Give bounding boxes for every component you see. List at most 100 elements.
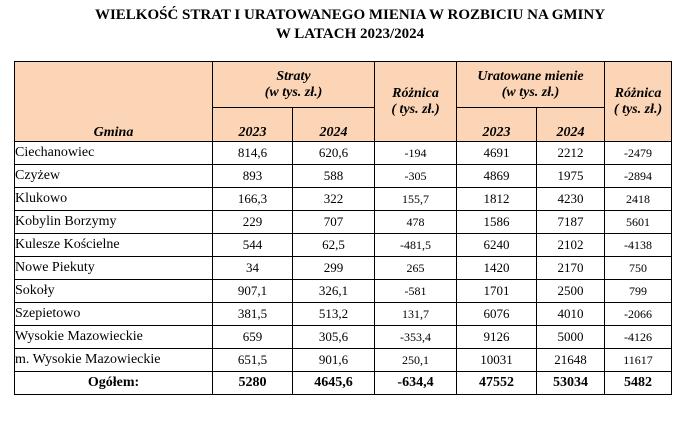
cell-straty-2024: 62,5: [292, 233, 375, 257]
cell-straty-2023: 544: [212, 233, 293, 257]
header-straty: Straty (w tys. zł.): [212, 61, 375, 108]
cell-uratowane-roznica: -4138: [604, 233, 673, 257]
cell-straty-2023: 651,5: [212, 348, 293, 372]
cell-uratowane-2024: 5000: [535, 325, 606, 349]
cell-gmina: Klukowo: [14, 187, 213, 211]
cell-straty-roznica: 265: [374, 256, 457, 280]
header-roznica-2: Różnica ( tys. zł.): [604, 61, 673, 142]
cell-straty-2024: 620,6: [292, 141, 375, 165]
cell-uratowane-2023: 6240: [456, 233, 537, 257]
total-cell-straty-2024: 4645,6: [292, 371, 375, 395]
total-row: Ogółem: 5280 4645,6 -634,4 47552 53034 5482: [14, 371, 673, 395]
cell-straty-2024: 588: [292, 164, 375, 188]
cell-uratowane-2024: 21648: [535, 348, 606, 372]
cell-straty-2023: 381,5: [212, 302, 293, 326]
table-row: Czyżew 893 588 -305 4869 1975 -2894: [14, 164, 673, 188]
cell-gmina: Kulesze Kościelne: [14, 233, 213, 257]
table-row: m. Wysokie Mazowieckie 651,5 901,6 250,1 100…: [14, 348, 673, 372]
cell-uratowane-2024: 2170: [535, 256, 606, 280]
cell-uratowane-2024: 2212: [535, 141, 606, 165]
header-year-2023: 2023: [212, 107, 293, 142]
cell-straty-2024: 513,2: [292, 302, 375, 326]
cell-uratowane-2024: 2500: [535, 279, 606, 303]
cell-straty-2024: 322: [292, 187, 375, 211]
cell-uratowane-2023: 1701: [456, 279, 537, 303]
cell-straty-2023: 907,1: [212, 279, 293, 303]
title-line-2: W LATACH 2023/2024: [275, 26, 425, 42]
cell-straty-2023: 166,3: [212, 187, 293, 211]
cell-straty-2024: 305,6: [292, 325, 375, 349]
cell-uratowane-roznica: -4126: [604, 325, 673, 349]
cell-straty-roznica: 155,7: [374, 187, 457, 211]
cell-uratowane-2023: 1586: [456, 210, 537, 234]
table-row: Kobylin Borzymy 229 707 478 1586 7187 5601: [14, 210, 673, 234]
cell-straty-2023: 814,6: [212, 141, 293, 165]
cell-uratowane-roznica: 11617: [604, 348, 673, 372]
cell-uratowane-2024: 4230: [535, 187, 606, 211]
table-row: Nowe Piekuty 34 299 265 1420 2170 750: [14, 256, 673, 280]
total-cell-uratowane-roznica: 5482: [604, 371, 673, 395]
cell-straty-roznica: 131,7: [374, 302, 457, 326]
cell-uratowane-2024: 4010: [535, 302, 606, 326]
cell-straty-2024: 901,6: [292, 348, 375, 372]
cell-straty-2024: 707: [292, 210, 375, 234]
cell-uratowane-2023: 1812: [456, 187, 537, 211]
cell-straty-roznica: -581: [374, 279, 457, 303]
table-row: Sokoły 907,1 326,1 -581 1701 2500 799: [14, 279, 673, 303]
cell-straty-2024: 299: [292, 256, 375, 280]
header-year-2024: 2024: [292, 107, 375, 142]
total-cell-uratowane-2023: 47552: [456, 371, 537, 395]
losses-table: Gmina Straty (w tys. zł.) Różnica ( tys.…: [14, 61, 673, 395]
header-uratowane: Uratowane mienie (w tys. zł.): [455, 61, 606, 108]
table-row: Kulesze Kościelne 544 62,5 -481,5 6240 2102 -4…: [14, 233, 673, 257]
cell-uratowane-2023: 4869: [456, 164, 537, 188]
cell-gmina: Ciechanowiec: [14, 141, 213, 165]
cell-uratowane-roznica: -2479: [604, 141, 673, 165]
cell-uratowane-2023: 10031: [456, 348, 537, 372]
cell-gmina: Czyżew: [14, 164, 213, 188]
cell-gmina: Szepietowo: [14, 302, 213, 326]
cell-straty-2023: 229: [212, 210, 293, 234]
cell-uratowane-2024: 2102: [535, 233, 606, 257]
cell-uratowane-2024: 1975: [535, 164, 606, 188]
cell-uratowane-2023: 4691: [456, 141, 537, 165]
table-row: Ciechanowiec 814,6 620,6 -194 4691 2212 -2479: [14, 141, 673, 165]
cell-straty-roznica: -305: [374, 164, 457, 188]
cell-straty-roznica: 250,1: [374, 348, 457, 372]
cell-straty-roznica: 478: [374, 210, 457, 234]
header-year-2023-saved: 2023: [456, 107, 537, 142]
cell-straty-2023: 659: [212, 325, 293, 349]
cell-uratowane-roznica: -2894: [604, 164, 673, 188]
total-cell-uratowane-2024: 53034: [535, 371, 606, 395]
cell-gmina: Nowe Piekuty: [14, 256, 213, 280]
cell-straty-2024: 326,1: [292, 279, 375, 303]
cell-uratowane-roznica: -2066: [604, 302, 673, 326]
cell-straty-roznica: -194: [374, 141, 457, 165]
header-year-2024-saved: 2024: [535, 107, 606, 142]
total-cell-straty-roznica: -634,4: [374, 371, 457, 395]
table-row: Wysokie Mazowieckie 659 305,6 -353,4 9126 500…: [14, 325, 673, 349]
header-roznica: Różnica ( tys. zł.): [374, 61, 457, 142]
cell-straty-roznica: -481,5: [374, 233, 457, 257]
cell-gmina: m. Wysokie Mazowieckie: [14, 348, 213, 372]
total-cell-gmina: Ogółem:: [14, 371, 213, 395]
cell-uratowane-roznica: 799: [604, 279, 673, 303]
table-row: Szepietowo 381,5 513,2 131,7 6076 4010 -2066: [14, 302, 673, 326]
cell-gmina: Wysokie Mazowieckie: [14, 325, 213, 349]
cell-gmina: Kobylin Borzymy: [14, 210, 213, 234]
cell-uratowane-2023: 1420: [456, 256, 537, 280]
title-line-1: WIELKOŚĆ STRAT I URATOWANEGO MIENIA W RO…: [94, 7, 606, 23]
cell-uratowane-2024: 7187: [535, 210, 606, 234]
cell-uratowane-roznica: 750: [604, 256, 673, 280]
cell-uratowane-roznica: 5601: [604, 210, 673, 234]
total-cell-straty-2023: 5280: [212, 371, 293, 395]
table-row: Klukowo 166,3 322 155,7 1812 4230 2418: [14, 187, 673, 211]
cell-straty-roznica: -353,4: [374, 325, 457, 349]
cell-uratowane-roznica: 2418: [604, 187, 673, 211]
cell-straty-2023: 34: [212, 256, 293, 280]
cell-uratowane-2023: 6076: [456, 302, 537, 326]
cell-gmina: Sokoły: [14, 279, 213, 303]
cell-straty-2023: 893: [212, 164, 293, 188]
header-gmina: Gmina: [14, 61, 213, 142]
cell-uratowane-2023: 9126: [456, 325, 537, 349]
